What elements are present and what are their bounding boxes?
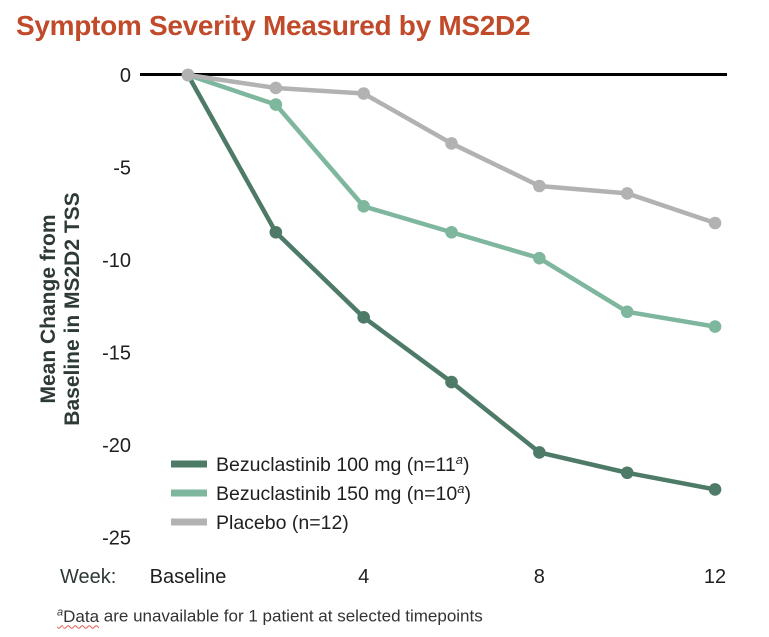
data-point-placebo-week-10 <box>620 187 634 200</box>
y-tick-label: -20 <box>102 435 131 457</box>
data-point-bezuclastinib-100mg-week-2 <box>269 225 283 239</box>
data-point-bezuclastinib-100mg-week-4 <box>357 311 370 324</box>
data-point-bezuclastinib-150mg-week-2 <box>269 98 283 111</box>
data-point-placebo-week-4 <box>357 87 370 100</box>
footnote-misspelled-word: aData <box>57 606 100 626</box>
data-point-bezuclastinib-150mg-week-12 <box>708 320 722 333</box>
y-axis-label-line: Baseline in MS2D2 TSS <box>61 192 84 425</box>
chart-title: Symptom Severity Measured by MS2D2 <box>16 10 531 41</box>
data-point-placebo-week-0 <box>181 68 195 82</box>
legend-label-placebo: Placebo (n=12) <box>216 512 349 534</box>
x-tick-label: Baseline <box>150 566 227 588</box>
data-point-placebo-week-12 <box>708 216 722 230</box>
footnote-text: are unavailable for 1 patient at selecte… <box>99 606 483 626</box>
data-point-bezuclastinib-100mg-week-10 <box>620 466 634 480</box>
chart-footnote: aData are unavailable for 1 patient at s… <box>57 606 483 627</box>
footnote-superscript: a <box>57 606 64 618</box>
data-point-placebo-week-6 <box>445 137 458 150</box>
x-tick-label: 4 <box>358 566 369 588</box>
legend-label-bezuclastinib-100mg: Bezuclastinib 100 mg (n=11a) <box>216 452 469 476</box>
data-point-bezuclastinib-150mg-week-6 <box>445 225 458 239</box>
y-tick-label: -10 <box>102 250 131 272</box>
y-axis-label-line: Mean Change from <box>37 214 60 403</box>
data-point-bezuclastinib-150mg-week-8 <box>533 251 546 265</box>
data-point-placebo-week-2 <box>269 81 283 95</box>
footnote-word: Data <box>63 606 100 626</box>
data-point-bezuclastinib-100mg-week-12 <box>708 483 722 496</box>
data-point-placebo-week-8 <box>533 179 546 193</box>
x-tick-label: 8 <box>534 566 545 588</box>
x-axis-label: Week: <box>60 566 116 588</box>
y-tick-label: -15 <box>102 343 131 365</box>
legend-label-bezuclastinib-150mg: Bezuclastinib 150 mg (n=10a) <box>216 481 471 505</box>
series-line-bezuclastinib-150mg <box>185 72 718 329</box>
y-tick-label: -5 <box>113 158 131 180</box>
y-tick-label: -25 <box>102 528 131 550</box>
data-point-bezuclastinib-150mg-week-10 <box>620 305 634 319</box>
x-tick-label: 12 <box>704 566 726 588</box>
data-point-bezuclastinib-150mg-week-4 <box>357 200 370 213</box>
data-point-bezuclastinib-100mg-week-8 <box>533 446 546 459</box>
data-point-bezuclastinib-100mg-week-6 <box>445 375 458 389</box>
y-tick-label: 0 <box>120 65 131 87</box>
